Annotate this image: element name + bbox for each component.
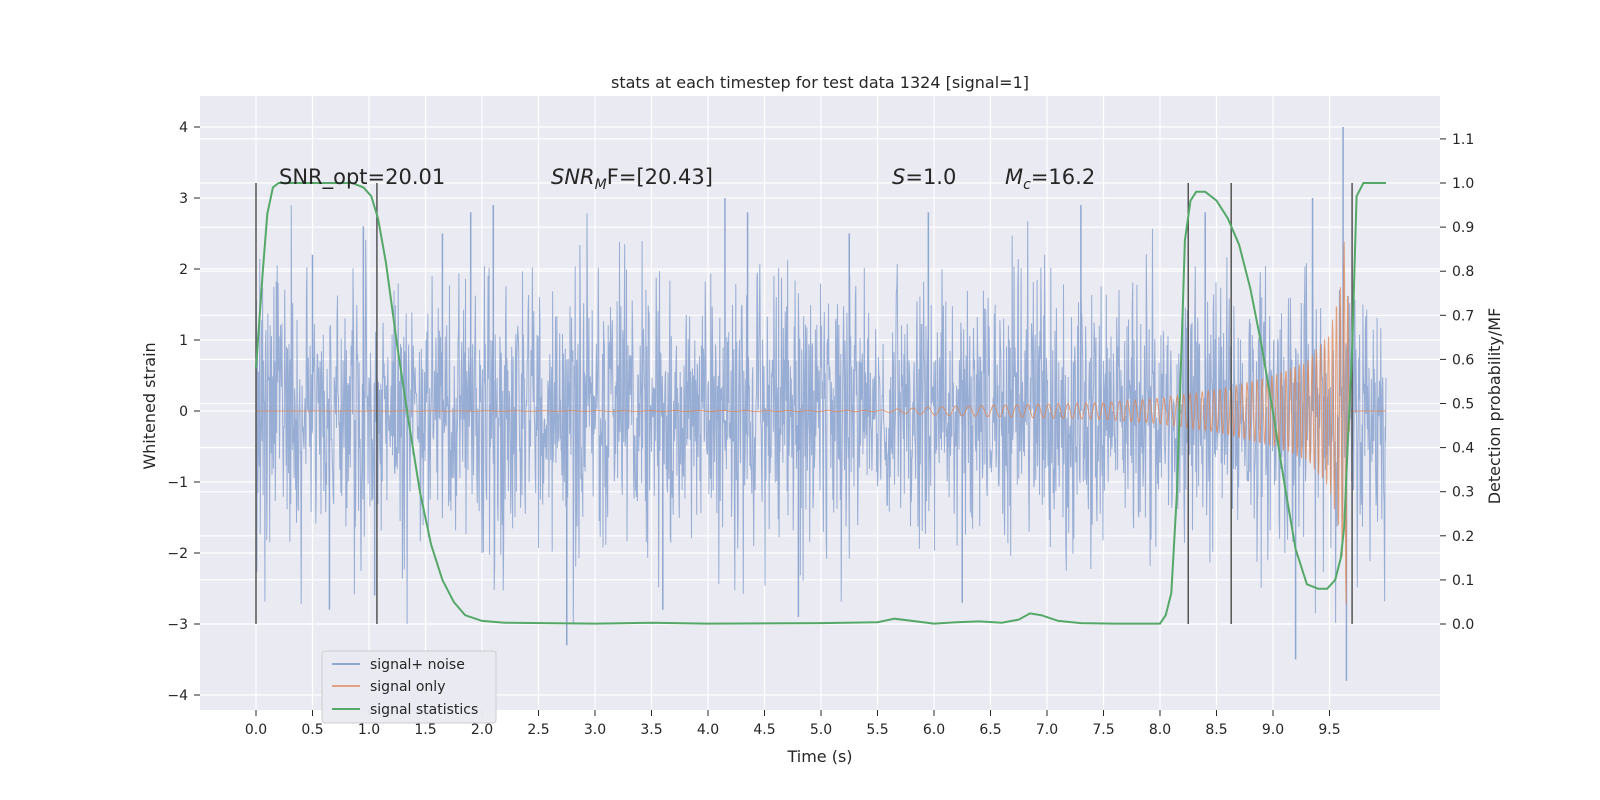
y-right-tick-label: 0.3 (1452, 485, 1474, 501)
y-right-tick-label: 1.0 (1452, 176, 1474, 192)
legend: signal+ noise signal only signal statist… (321, 650, 497, 724)
legend-box (321, 650, 497, 724)
y-axis-label: Whitened strain (140, 342, 159, 469)
y-right-tick-label: 0.6 (1452, 352, 1474, 368)
mc-annotation: Mc=16.2 (1005, 165, 1095, 193)
signal-series (256, 241, 1386, 605)
y-right-tick-label: 0.1 (1452, 573, 1474, 589)
y-tick-label: 1 (179, 333, 188, 349)
x-tick-label: 8.0 (1149, 722, 1171, 738)
stats-series (255, 182, 1386, 625)
snr-mf-base: SNR (551, 165, 595, 189)
signal-line (256, 241, 1386, 605)
y-right-tick-label: 0.9 (1452, 220, 1474, 236)
x-tick-label: 7.0 (1036, 722, 1058, 738)
legend-label-signal: signal only (370, 679, 445, 695)
snr-mf-rest: F=[20.43] (607, 165, 713, 189)
x-tick-label: 9.0 (1262, 722, 1284, 738)
snr-opt-annotation: SNR_opt=20.01 (279, 165, 445, 190)
noise-line (255, 205, 1387, 625)
mc-rest: =16.2 (1031, 165, 1095, 189)
snr-mf-annotation: SNRMF=[20.43] (551, 165, 713, 193)
y-tick-label: −1 (167, 475, 188, 491)
x-tick-label: 2.0 (471, 722, 493, 738)
y-tick-label: −4 (167, 688, 188, 704)
mc-base: M (1005, 165, 1023, 189)
s-annotation: S=1.0 (892, 165, 956, 189)
legend-label-noise: signal+ noise (370, 657, 465, 673)
y-right-tick-label: 0.8 (1452, 264, 1474, 280)
vertical-markers (255, 183, 1353, 624)
left-axis: 4 3 2 1 0 −1 −2 −3 −4 (167, 120, 200, 704)
x-tick-label: 5.0 (810, 722, 832, 738)
x-axis: 0.0 0.5 1.0 1.5 2.0 2.5 3.0 3.5 4.0 4.5 5.0 5.5 6.0 6… (245, 710, 1341, 738)
legend-label-stats: signal statistics (370, 702, 478, 718)
y-tick-label: 3 (179, 191, 188, 207)
mc-sub: c (1023, 177, 1031, 193)
x-tick-label: 8.5 (1205, 722, 1227, 738)
chart-title: stats at each timestep for test data 132… (611, 73, 1029, 92)
x-tick-label: 4.5 (753, 722, 775, 738)
x-tick-label: 3.5 (640, 722, 662, 738)
s-base: S (892, 165, 905, 189)
snr-mf-sub: M (595, 177, 607, 193)
y-tick-label: 2 (179, 262, 188, 278)
y-right-tick-label: 0.7 (1452, 308, 1474, 324)
y-right-axis-label: Detection probability/MF (1485, 308, 1504, 505)
right-axis: 1.1 1.0 0.9 0.8 0.7 0.6 0.5 0.4 0.3 0.2 0.1 0.0 (1440, 132, 1474, 633)
y-tick-label: 4 (179, 120, 188, 136)
x-tick-label: 9.5 (1318, 722, 1340, 738)
x-tick-label: 1.0 (358, 722, 380, 738)
x-tick-label: 0.5 (301, 722, 323, 738)
x-tick-label: 6.5 (979, 722, 1001, 738)
y-right-tick-label: 0.2 (1452, 529, 1474, 545)
x-tick-label: 0.0 (245, 722, 267, 738)
x-tick-label: 1.5 (414, 722, 436, 738)
y-right-tick-label: 1.1 (1452, 132, 1474, 148)
y-right-tick-label: 0.5 (1452, 397, 1474, 413)
y-right-tick-label: 0.4 (1452, 441, 1474, 457)
x-tick-label: 4.0 (697, 722, 719, 738)
x-tick-label: 5.5 (866, 722, 888, 738)
y-right-tick-label: 0.0 (1452, 617, 1474, 633)
x-tick-label: 2.5 (527, 722, 549, 738)
y-tick-label: −3 (167, 617, 188, 633)
x-axis-label: Time (s) (786, 747, 852, 766)
x-tick-label: 6.0 (923, 722, 945, 738)
stats-line (255, 182, 1386, 625)
x-tick-label: 3.0 (584, 722, 606, 738)
y-tick-label: −2 (167, 546, 188, 562)
s-rest: =1.0 (905, 165, 956, 189)
x-tick-label: 7.5 (1092, 722, 1114, 738)
y-tick-label: 0 (179, 404, 188, 420)
